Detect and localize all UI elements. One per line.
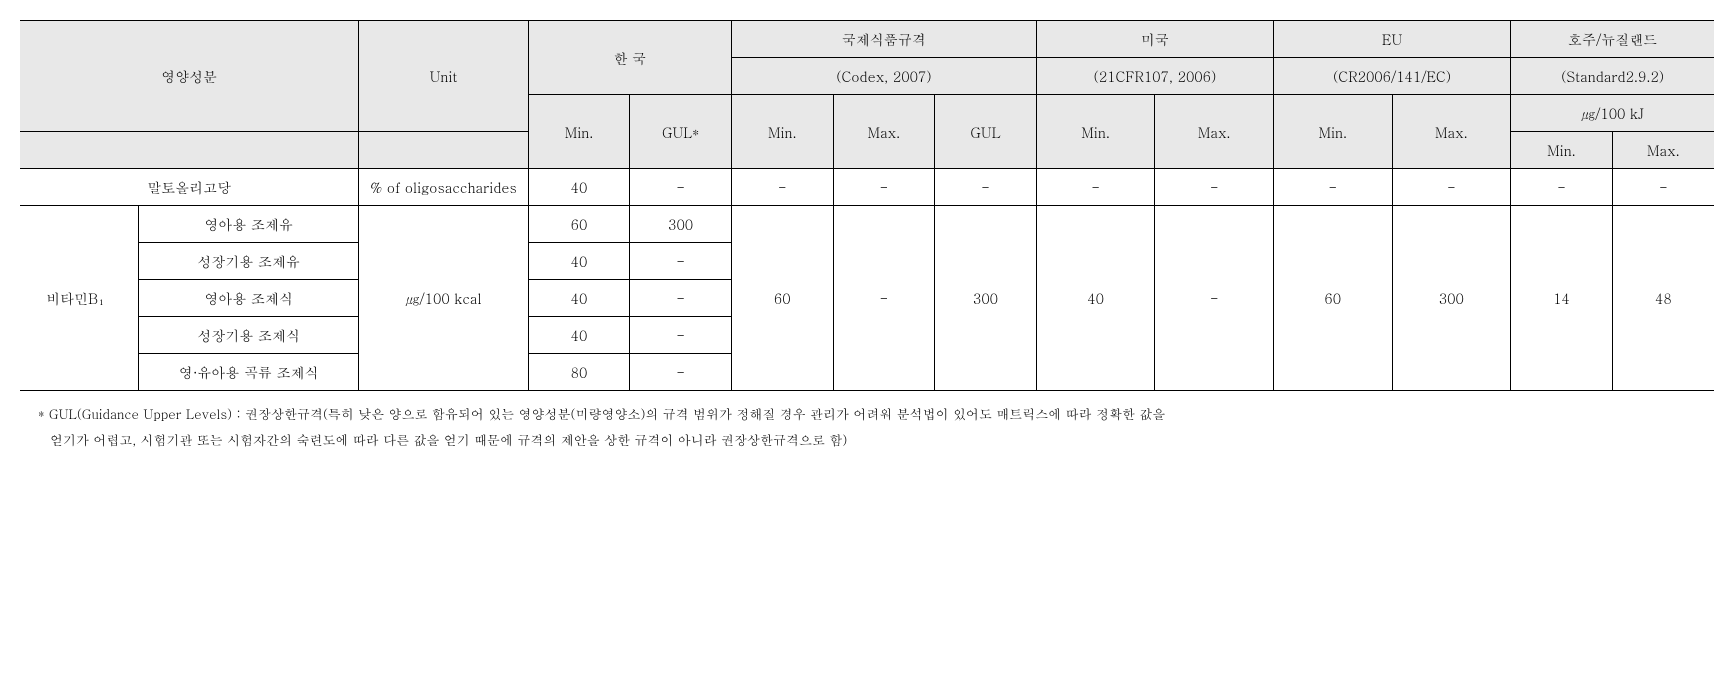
cell-vitb1-aunz-max: 48 xyxy=(1612,206,1714,391)
header-blank2 xyxy=(359,132,528,169)
header-codex: 국제식품규격 xyxy=(731,21,1036,58)
header-us-min: Min. xyxy=(1036,95,1155,169)
cell-vitb1-aunz-min: 14 xyxy=(1511,206,1613,391)
cell-vitb1-sub4-name: 성장기용 조제식 xyxy=(139,317,359,354)
header-aunz: 호주/뉴질랜드 xyxy=(1511,21,1714,58)
cell-malto-aunz-min: - xyxy=(1511,169,1613,206)
cell-vitb1-sub1-name: 영아용 조제유 xyxy=(139,206,359,243)
footnote: * GUL(Guidance Upper Levels) : 권장상한규격(특히… xyxy=(20,401,1714,453)
cell-vitb1-sub1-kr-gul: 300 xyxy=(630,206,732,243)
cell-vitb1-sub4-kr-min: 40 xyxy=(528,317,630,354)
header-codex-gul: GUL xyxy=(935,95,1037,169)
header-codex-min: Min. xyxy=(731,95,833,169)
cell-vitb1-sub5-name: 영·유아용 곡류 조제식 xyxy=(139,354,359,391)
cell-vitb1-codex-max: - xyxy=(833,206,935,391)
cell-vitb1-sub1-kr-min: 60 xyxy=(528,206,630,243)
cell-vitb1-sub3-name: 영아용 조제식 xyxy=(139,280,359,317)
row-malto: 말토올리고당 % of oligosaccharides 40 - - - - … xyxy=(20,169,1714,206)
header-kr-gul: GUL* xyxy=(630,95,732,169)
footnote-line1: * GUL(Guidance Upper Levels) : 권장상한규격(특히… xyxy=(38,404,1165,423)
cell-vitb1-sub2-kr-min: 40 xyxy=(528,243,630,280)
header-eu-max: Max. xyxy=(1392,95,1511,169)
cell-malto-name: 말토올리고당 xyxy=(20,169,359,206)
header-aunz-sub: (Standard2.9.2) xyxy=(1511,58,1714,95)
header-nutrient: 영양성분 xyxy=(20,21,359,132)
cell-vitb1-sub3-kr-gul: - xyxy=(630,280,732,317)
cell-malto-kr-gul: - xyxy=(630,169,732,206)
header-eu: EU xyxy=(1273,21,1510,58)
header-kr-min: Min. xyxy=(528,95,630,169)
header-usa: 미국 xyxy=(1036,21,1273,58)
cell-vitb1-unit: ㎍/100 kcal xyxy=(359,206,528,391)
header-eu-min: Min. xyxy=(1273,95,1392,169)
header-aunz-unit: ㎍/100 kJ xyxy=(1511,95,1714,132)
cell-malto-unit: % of oligosaccharides xyxy=(359,169,528,206)
cell-malto-eu-max: - xyxy=(1392,169,1511,206)
row-vitb1-sub1: 비타민B₁ 영아용 조제유 ㎍/100 kcal 60 300 60 - 300… xyxy=(20,206,1714,243)
cell-malto-codex-gul: - xyxy=(935,169,1037,206)
header-codex-sub: (Codex, 2007) xyxy=(731,58,1036,95)
footnote-line2: 얻기가 어렵고, 시험기관 또는 시험자간의 숙련도에 따라 다른 값을 얻기 … xyxy=(50,430,847,449)
cell-vitb1-eu-min: 60 xyxy=(1273,206,1392,391)
header-blank xyxy=(20,132,359,169)
cell-vitb1-codex-gul: 300 xyxy=(935,206,1037,391)
cell-vitb1-sub4-kr-gul: - xyxy=(630,317,732,354)
cell-vitb1-sub5-kr-min: 80 xyxy=(528,354,630,391)
cell-malto-aunz-max: - xyxy=(1612,169,1714,206)
cell-malto-kr-min: 40 xyxy=(528,169,630,206)
cell-malto-us-min: - xyxy=(1036,169,1155,206)
cell-vitb1-eu-max: 300 xyxy=(1392,206,1511,391)
cell-malto-codex-min: - xyxy=(731,169,833,206)
cell-malto-codex-max: - xyxy=(833,169,935,206)
cell-malto-eu-min: - xyxy=(1273,169,1392,206)
header-aunz-max: Max. xyxy=(1612,132,1714,169)
header-aunz-min: Min. xyxy=(1511,132,1613,169)
cell-vitb1-codex-min: 60 xyxy=(731,206,833,391)
cell-vitb1-us-max: - xyxy=(1155,206,1274,391)
header-eu-sub: (CR2006/141/EC) xyxy=(1273,58,1510,95)
cell-vitb1-us-min: 40 xyxy=(1036,206,1155,391)
cell-vitb1-sub3-kr-min: 40 xyxy=(528,280,630,317)
cell-vitb1-name: 비타민B₁ xyxy=(20,206,139,391)
cell-vitb1-sub2-name: 성장기용 조제유 xyxy=(139,243,359,280)
header-us-max: Max. xyxy=(1155,95,1274,169)
cell-malto-us-max: - xyxy=(1155,169,1274,206)
header-codex-max: Max. xyxy=(833,95,935,169)
header-korea: 한 국 xyxy=(528,21,731,95)
nutrition-standards-table: 영양성분 Unit 한 국 국제식품규격 미국 EU 호주/뉴질랜드 (Code… xyxy=(20,20,1714,391)
cell-vitb1-sub2-kr-gul: - xyxy=(630,243,732,280)
cell-vitb1-sub5-kr-gul: - xyxy=(630,354,732,391)
header-usa-sub: (21CFR107, 2006) xyxy=(1036,58,1273,95)
header-unit: Unit xyxy=(359,21,528,132)
